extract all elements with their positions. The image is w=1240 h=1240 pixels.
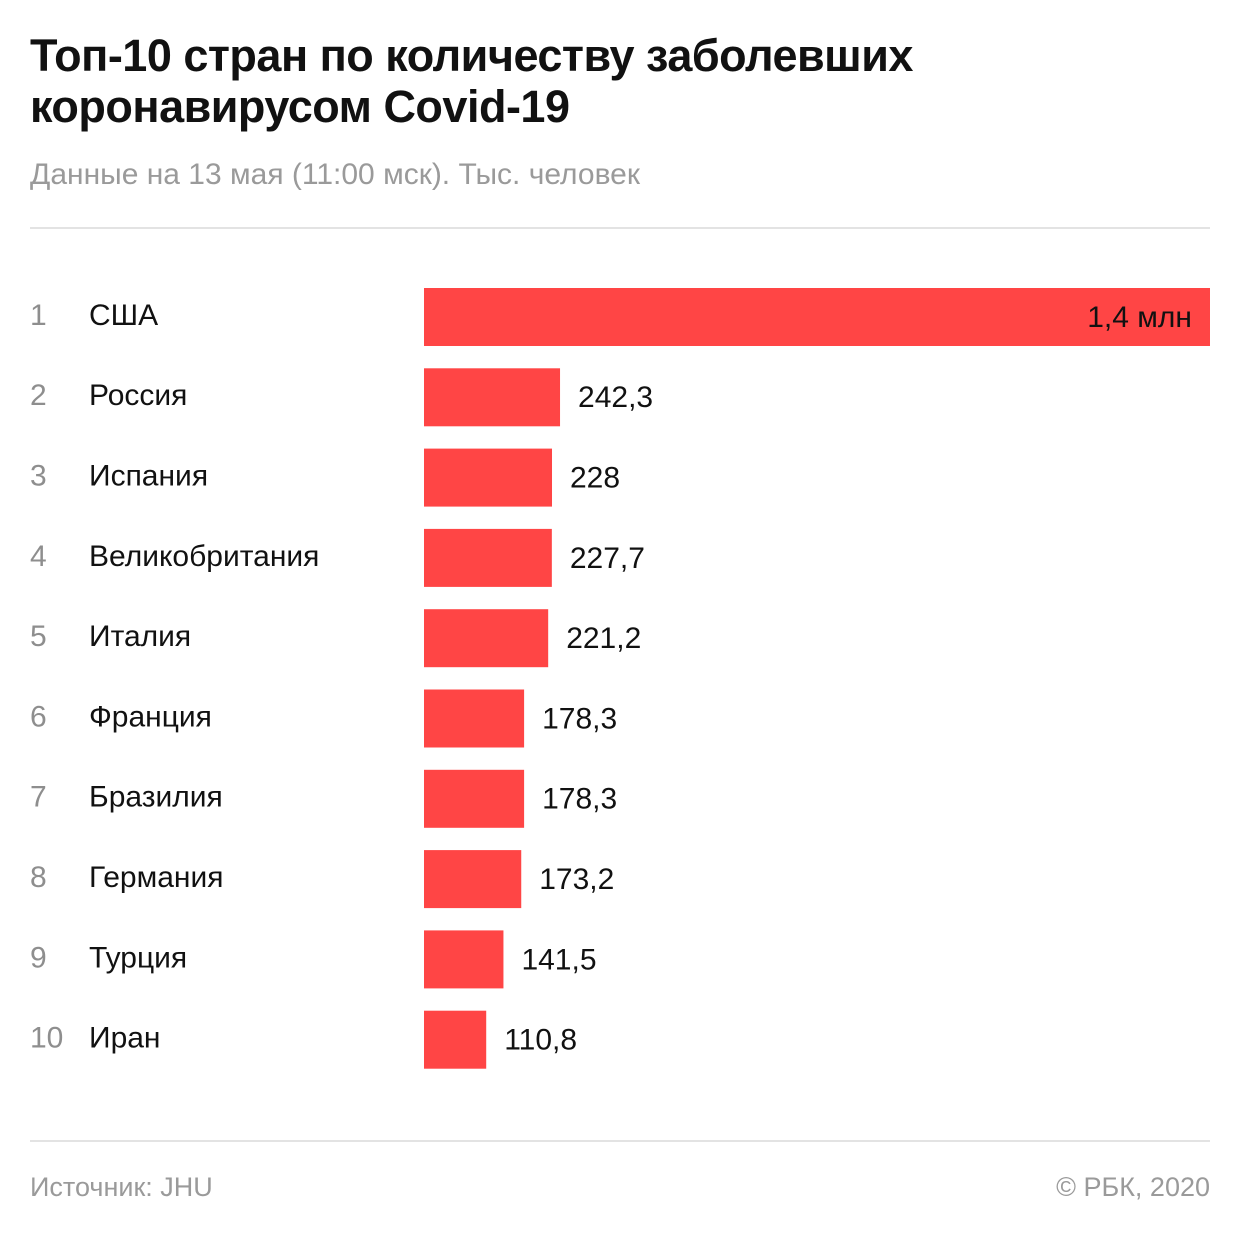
source-note: Источник: JHU bbox=[30, 1172, 213, 1202]
country-label: Россия bbox=[89, 379, 187, 412]
country-label: Испания bbox=[89, 460, 208, 493]
country-label: Италия bbox=[89, 620, 191, 653]
copyright-note: © РБК, 2020 bbox=[1056, 1172, 1210, 1202]
bar bbox=[424, 528, 552, 587]
bar bbox=[424, 769, 525, 828]
value-label: 221,2 bbox=[566, 622, 641, 655]
chart-subtitle: Данные на 13 мая (11:00 мск). Тыс. челов… bbox=[30, 158, 640, 191]
value-label: 242,3 bbox=[578, 381, 653, 414]
value-label: 178,3 bbox=[542, 702, 617, 735]
value-label: 173,2 bbox=[539, 863, 614, 896]
value-label: 141,5 bbox=[521, 943, 596, 976]
chart-title-line-1: Топ-10 стран по количеству заболевших bbox=[30, 30, 913, 81]
rank-label: 2 bbox=[30, 379, 47, 412]
country-label: Франция bbox=[89, 700, 212, 733]
value-label: 227,7 bbox=[570, 542, 645, 575]
country-label: Бразилия bbox=[89, 781, 223, 814]
chart-title-line-2: коронавирусом Covid-19 bbox=[30, 81, 570, 132]
bar bbox=[424, 1010, 487, 1069]
rank-label: 8 bbox=[30, 861, 47, 894]
rank-label: 3 bbox=[30, 460, 47, 493]
value-label: 110,8 bbox=[504, 1024, 577, 1057]
value-label: 1,4 млн bbox=[1087, 301, 1192, 334]
country-label: Иран bbox=[89, 1022, 161, 1055]
value-label: 178,3 bbox=[542, 783, 617, 816]
value-label: 228 bbox=[570, 462, 620, 495]
bottom-divider bbox=[30, 1140, 1210, 1142]
rank-label: 7 bbox=[30, 781, 47, 814]
bar bbox=[424, 689, 525, 748]
rank-label: 10 bbox=[30, 1022, 63, 1055]
bar bbox=[424, 288, 1210, 346]
country-label: Великобритания bbox=[89, 540, 319, 573]
country-label: США bbox=[89, 299, 158, 332]
rank-label: 6 bbox=[30, 700, 47, 733]
country-label: Турция bbox=[89, 941, 187, 974]
bar bbox=[424, 609, 549, 668]
rank-label: 5 bbox=[30, 620, 47, 653]
country-label: Германия bbox=[89, 861, 224, 894]
bar bbox=[424, 850, 522, 909]
rank-label: 1 bbox=[30, 299, 47, 332]
bar bbox=[424, 368, 561, 427]
bar bbox=[424, 930, 504, 989]
rank-label: 4 bbox=[30, 540, 47, 573]
bar bbox=[424, 448, 553, 507]
top-divider bbox=[30, 227, 1210, 229]
chart-title: Топ-10 стран по количеству заболевших ко… bbox=[30, 30, 1210, 132]
rank-label: 9 bbox=[30, 941, 47, 974]
